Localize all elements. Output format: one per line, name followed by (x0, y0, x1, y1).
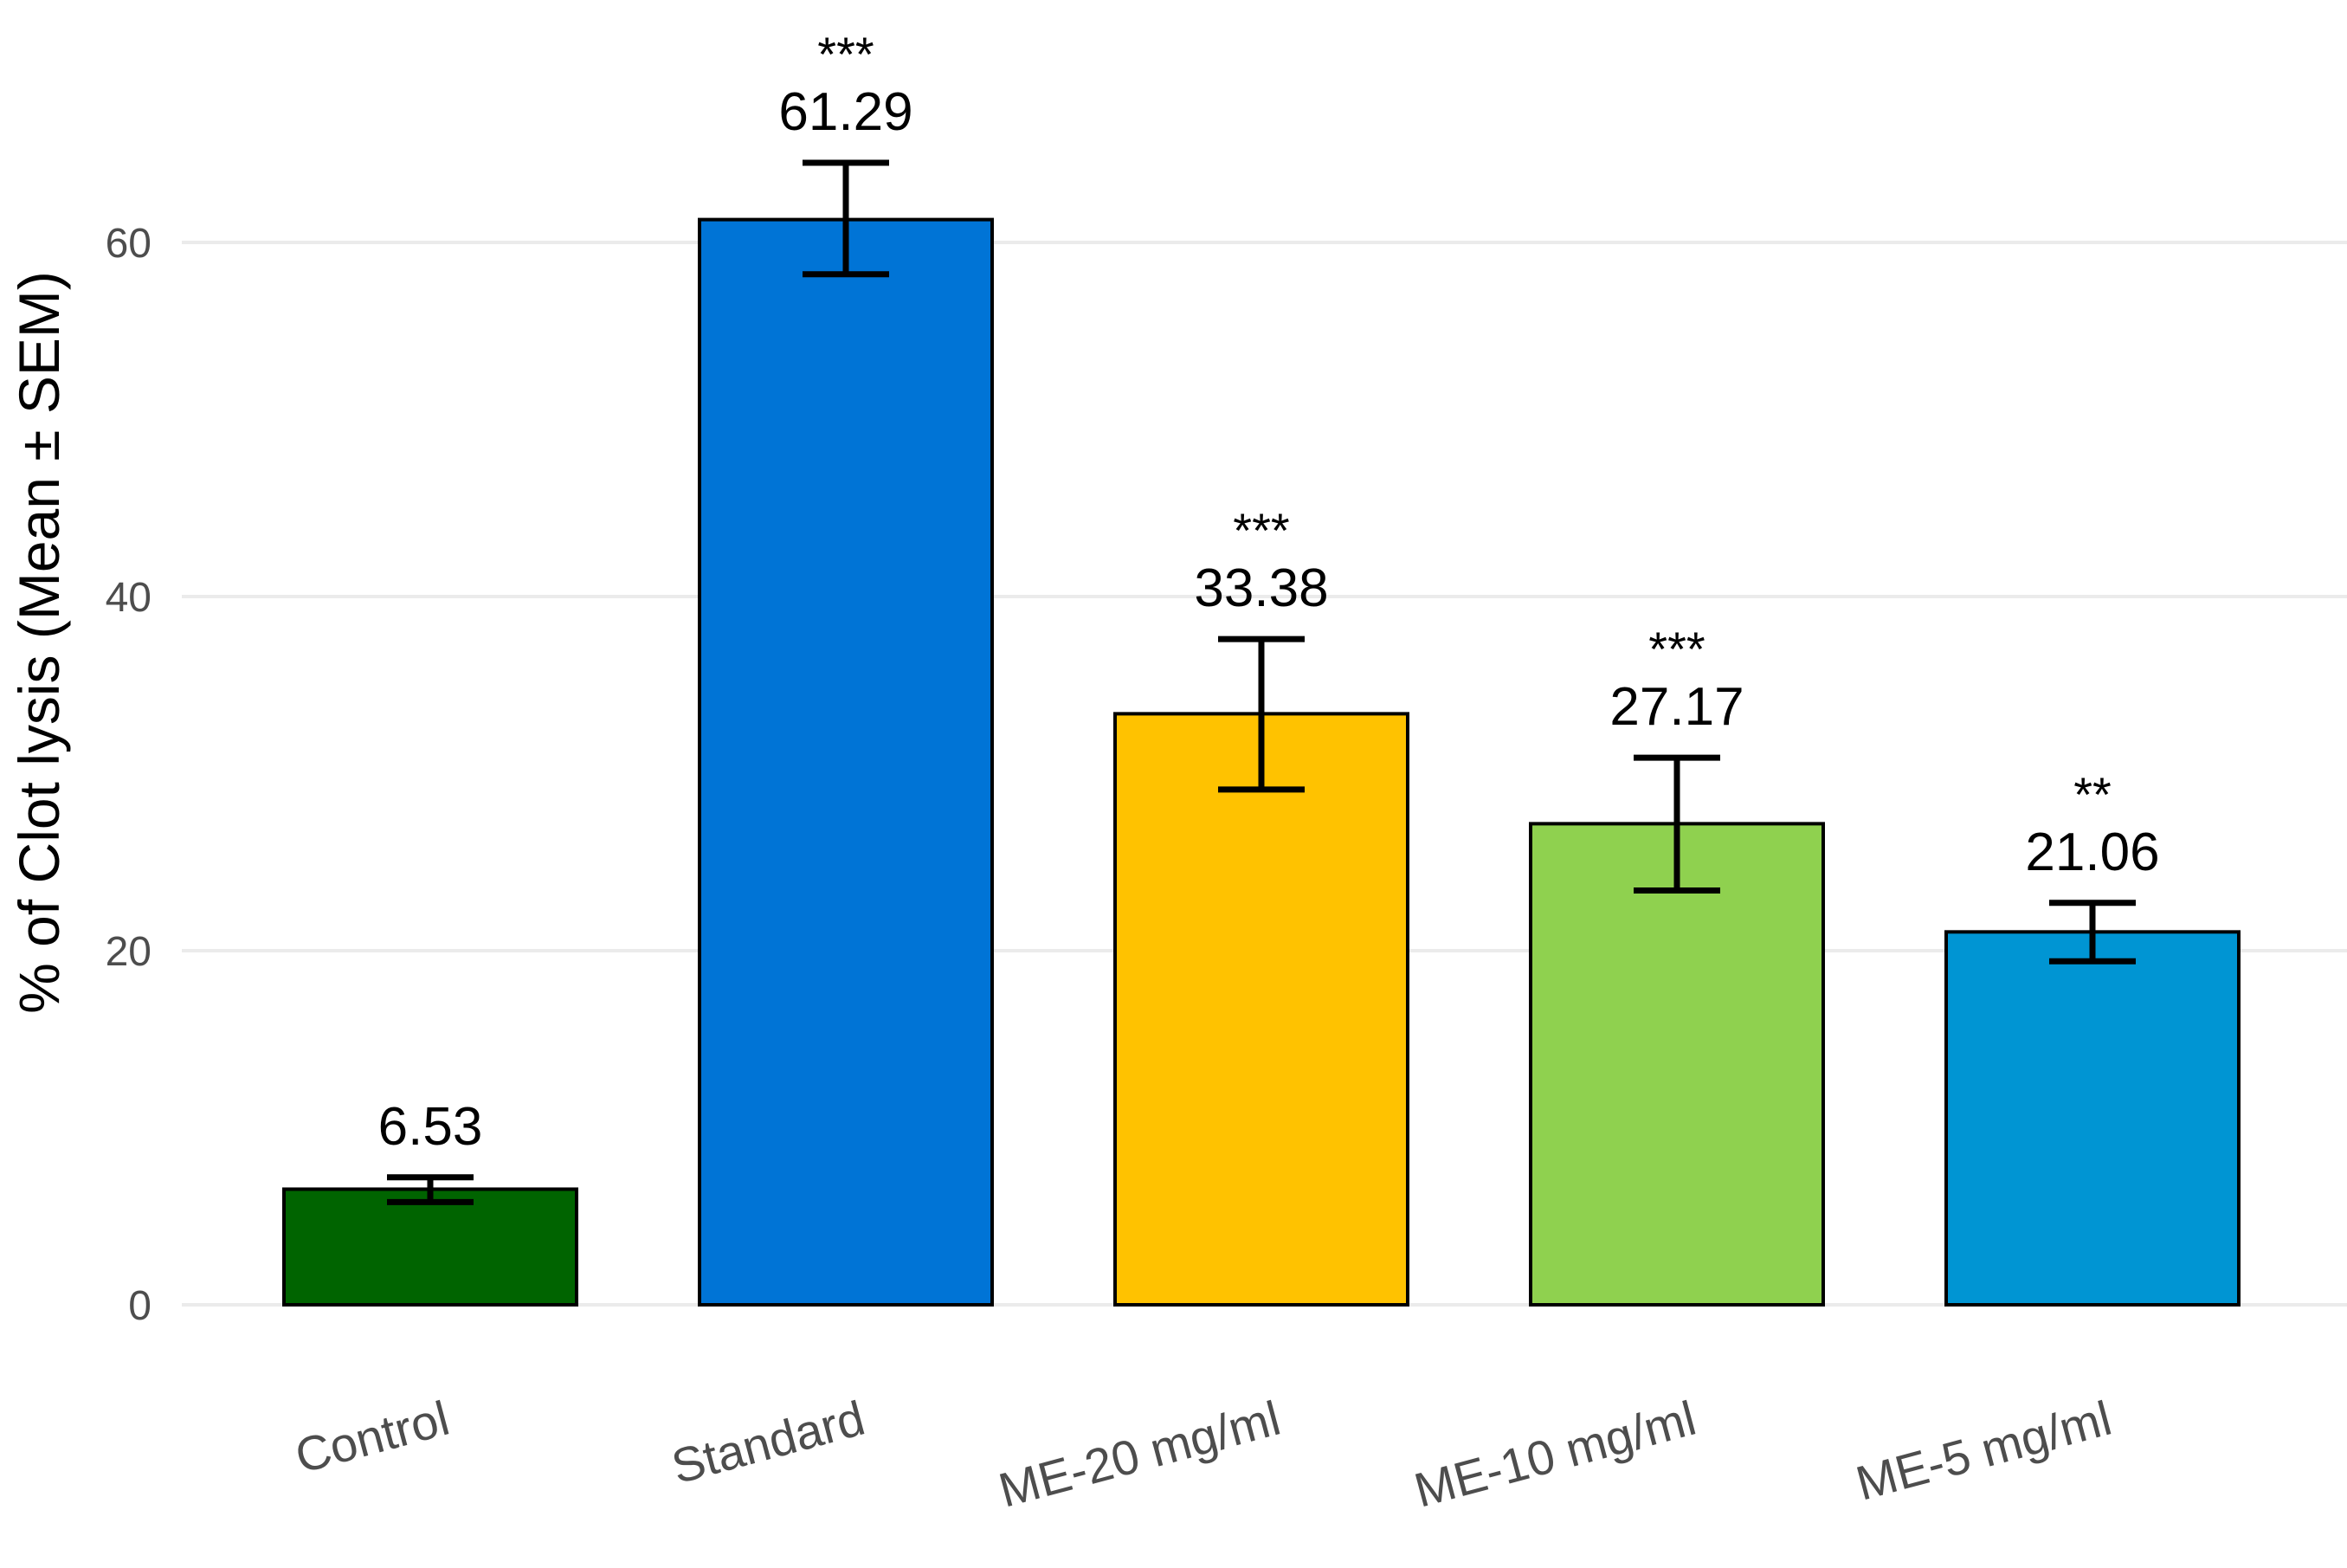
bar-me-5-mg-ml (1944, 930, 2241, 1307)
y-tick-label: 20 (106, 929, 152, 975)
value-label: 61.29 (778, 82, 912, 142)
error-bar (1634, 754, 1720, 894)
value-label: 33.38 (1194, 558, 1328, 618)
significance-marker: *** (1648, 622, 1705, 676)
significance-marker: ** (2073, 767, 2112, 822)
x-tick-label: ME-20 mg/ml (993, 1391, 1286, 1518)
bar-me-10-mg-ml (1529, 822, 1825, 1307)
error-bar (1218, 636, 1305, 793)
y-tick-label: 40 (106, 575, 152, 621)
y-tick-label: 0 (128, 1283, 152, 1329)
value-label: 27.17 (1609, 677, 1744, 737)
error-bar (387, 1174, 474, 1205)
x-tick-label: ME-10 mg/ml (1409, 1391, 1701, 1518)
x-axis-ticks: Control Standard ME-20 mg/ml ME-10 mg/ml ME-… (289, 1391, 2117, 1518)
error-bars (387, 159, 2136, 1205)
bar-control (282, 1187, 578, 1307)
bar-standard (698, 217, 994, 1307)
significance-marker: *** (817, 27, 874, 81)
value-label: 21.06 (2025, 823, 2159, 882)
x-tick-label: Standard (666, 1391, 870, 1494)
error-bar (803, 159, 889, 278)
x-tick-label: Control (289, 1391, 455, 1484)
y-tick-label: 60 (106, 221, 152, 267)
error-bar (2049, 900, 2136, 965)
bar-me-20-mg-ml (1113, 712, 1409, 1307)
bars (282, 217, 2241, 1307)
significance-marker: *** (1233, 503, 1289, 558)
y-axis-label: % of Clot lysis (Mean ± SEM) (7, 271, 71, 1014)
x-tick-label: ME-5 mg/ml (1850, 1391, 2117, 1511)
y-axis-ticks: 0 20 40 60 (106, 221, 152, 1329)
value-label: 6.53 (378, 1097, 483, 1157)
